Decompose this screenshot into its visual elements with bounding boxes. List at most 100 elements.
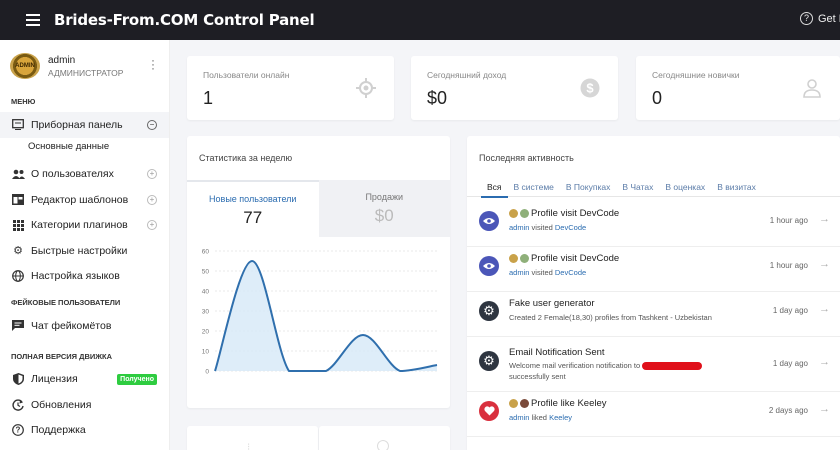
target-link[interactable]: DevCode bbox=[554, 223, 587, 232]
activity-item[interactable]: ⚙ Fake user generator Created 2 Female(1… bbox=[467, 292, 840, 337]
tab-system[interactable]: В системе bbox=[513, 182, 554, 192]
hamburger-menu-icon[interactable] bbox=[26, 14, 40, 26]
heart-icon bbox=[479, 401, 499, 421]
help-label: Get H bbox=[818, 12, 840, 25]
section-fake-users: ФЕЙКОВЫЕ ПОЛЬЗОВАТЕЛИ bbox=[11, 298, 121, 307]
stat-card-income: Сегодняшний доход $0 $ bbox=[411, 56, 618, 120]
actor-link[interactable]: admin bbox=[509, 268, 530, 277]
actor-link[interactable]: admin bbox=[509, 413, 530, 422]
sidebar-item-languages[interactable]: Настройка языков bbox=[0, 264, 169, 290]
expand-icon[interactable]: + bbox=[147, 169, 157, 180]
arrow-right-icon[interactable]: → bbox=[819, 213, 830, 225]
activity-title: Email Notification Sent bbox=[509, 347, 605, 358]
sidebar-item-support[interactable]: ? Поддержка bbox=[0, 418, 169, 444]
tab-value: 77 bbox=[243, 208, 263, 227]
activity-item[interactable]: Profile like Keeley admin liked Keeley 2… bbox=[467, 392, 840, 437]
expand-icon[interactable]: + bbox=[147, 220, 157, 231]
eye-icon bbox=[479, 211, 499, 231]
sidebar-item-fake-chat[interactable]: Чат фейкомётов bbox=[0, 313, 169, 339]
gear-icon: ⚙ bbox=[479, 301, 499, 321]
target-link[interactable]: DevCode bbox=[554, 268, 587, 277]
new-users-chart: 0 10 20 30 40 50 60 bbox=[202, 249, 438, 376]
target-icon bbox=[356, 78, 376, 98]
sidebar-item-label: Категории плагинов bbox=[31, 219, 128, 232]
arrow-right-icon[interactable]: → bbox=[819, 356, 830, 368]
actor-link[interactable]: admin bbox=[509, 223, 530, 232]
template-icon bbox=[11, 193, 25, 207]
tab-chats[interactable]: В Чатах bbox=[622, 182, 654, 192]
series-area bbox=[215, 261, 437, 371]
sidebar-item-quick-settings[interactable]: ⚙ Быстрые настройки bbox=[0, 238, 169, 264]
y-tick-label: 20 bbox=[202, 329, 210, 336]
sidebar-item-templates[interactable]: Редактор шаблонов + bbox=[0, 187, 169, 213]
target-link[interactable]: Keeley bbox=[549, 413, 572, 422]
app-title: Brides-From.COM Control Panel bbox=[54, 11, 315, 29]
activity-desc: Created 2 Female(18,30) profiles from Ta… bbox=[509, 313, 712, 322]
help-icon: ? bbox=[800, 12, 813, 25]
avatar bbox=[509, 254, 518, 263]
top-bar: Brides-From.COM Control Panel ? Get H bbox=[0, 0, 840, 40]
tab-ratings[interactable]: В оценках bbox=[665, 182, 706, 192]
tab-purchases[interactable]: В Покупках bbox=[565, 182, 611, 192]
user-icon bbox=[803, 79, 821, 98]
sidebar-item-label: Редактор шаблонов bbox=[31, 193, 129, 206]
stat-label: Сегодняшние новички bbox=[652, 70, 740, 80]
activity-item[interactable]: Profile visit DevCode admin visited DevC… bbox=[467, 202, 840, 247]
grid-icon bbox=[11, 218, 25, 232]
stat-label: Пользователи онлайн bbox=[203, 70, 290, 80]
activity-title: Profile visit DevCode bbox=[509, 253, 619, 264]
collapse-icon[interactable]: − bbox=[147, 119, 157, 130]
sidebar-item-label: Чат фейкомётов bbox=[31, 319, 112, 332]
sidebar-item-dashboard[interactable]: Приборная панель − bbox=[0, 112, 169, 138]
sidebar-item-label: О пользователях bbox=[31, 168, 114, 181]
arrow-right-icon[interactable]: → bbox=[819, 303, 830, 315]
activity-time: 1 hour ago bbox=[769, 261, 808, 270]
activity-item[interactable]: Profile visit DevCode admin visited DevC… bbox=[467, 247, 840, 292]
dollar-icon: $ bbox=[580, 78, 600, 98]
svg-text:$: $ bbox=[586, 81, 594, 96]
activity-desc: admin visited DevCode bbox=[509, 223, 587, 232]
bottom-card-right bbox=[319, 426, 450, 450]
sidebar-item-users[interactable]: О пользователях + bbox=[0, 162, 169, 188]
series-line bbox=[214, 259, 438, 373]
sidebar-subitem-main-data[interactable]: Основные данные bbox=[28, 140, 110, 152]
tab-visits[interactable]: В визитах bbox=[717, 182, 756, 192]
tab-label: Новые пользователи bbox=[209, 194, 297, 204]
gear-icon: ⚙ bbox=[13, 245, 23, 258]
card-title: Статистика за неделю bbox=[199, 153, 293, 163]
tab-new-users[interactable]: Новые пользователи 77 bbox=[187, 180, 319, 237]
dashboard-icon bbox=[11, 118, 25, 132]
sidebar-item-plugin-categories[interactable]: Категории плагинов + bbox=[0, 213, 169, 239]
expand-icon[interactable]: + bbox=[147, 194, 157, 205]
kebab-menu-icon[interactable]: · · · bbox=[151, 53, 155, 75]
sidebar-item-updates[interactable]: Обновления bbox=[0, 392, 169, 418]
section-full-version: ПОЛНАЯ ВЕРСИЯ ДВИЖКА bbox=[11, 351, 113, 361]
activity-title: Profile visit DevCode bbox=[509, 208, 619, 219]
avatar bbox=[520, 399, 529, 408]
arrow-right-icon[interactable]: → bbox=[819, 403, 830, 415]
stat-card-newcomers: Сегодняшние новички 0 bbox=[636, 56, 840, 120]
users-icon bbox=[11, 167, 25, 181]
tabs-divider bbox=[467, 196, 840, 197]
sidebar-item-license[interactable]: Лицензия Получено bbox=[0, 367, 169, 393]
arrow-right-icon[interactable]: → bbox=[819, 258, 830, 270]
stat-card-online: Пользователи онлайн 1 bbox=[187, 56, 394, 120]
weekly-stats-card: Статистика за неделю Новые пользователи … bbox=[187, 136, 450, 408]
help-link[interactable]: ? Get H bbox=[800, 12, 840, 25]
avatar bbox=[520, 254, 529, 263]
sidebar-item-label: Обновления bbox=[31, 398, 92, 411]
stat-value: 1 bbox=[203, 88, 214, 108]
y-tick-label: 10 bbox=[202, 349, 210, 356]
user-role: АДМИНИСТРАТОР bbox=[48, 67, 124, 78]
activity-title: Fake user generator bbox=[509, 298, 595, 309]
tab-label: Продажи bbox=[365, 192, 404, 202]
y-tick-label: 50 bbox=[202, 269, 210, 276]
bottom-card-left: ⁝ bbox=[187, 426, 318, 450]
tab-sales[interactable]: Продажи $0 bbox=[318, 180, 450, 237]
tab-all[interactable]: Вся bbox=[481, 178, 508, 198]
user-name: admin bbox=[48, 54, 76, 66]
chat-icon bbox=[11, 319, 25, 333]
activity-item[interactable]: ⚙ Email Notification Sent Welcome mail v… bbox=[467, 337, 840, 392]
eye-icon bbox=[479, 256, 499, 276]
y-tick-label: 40 bbox=[202, 289, 210, 296]
